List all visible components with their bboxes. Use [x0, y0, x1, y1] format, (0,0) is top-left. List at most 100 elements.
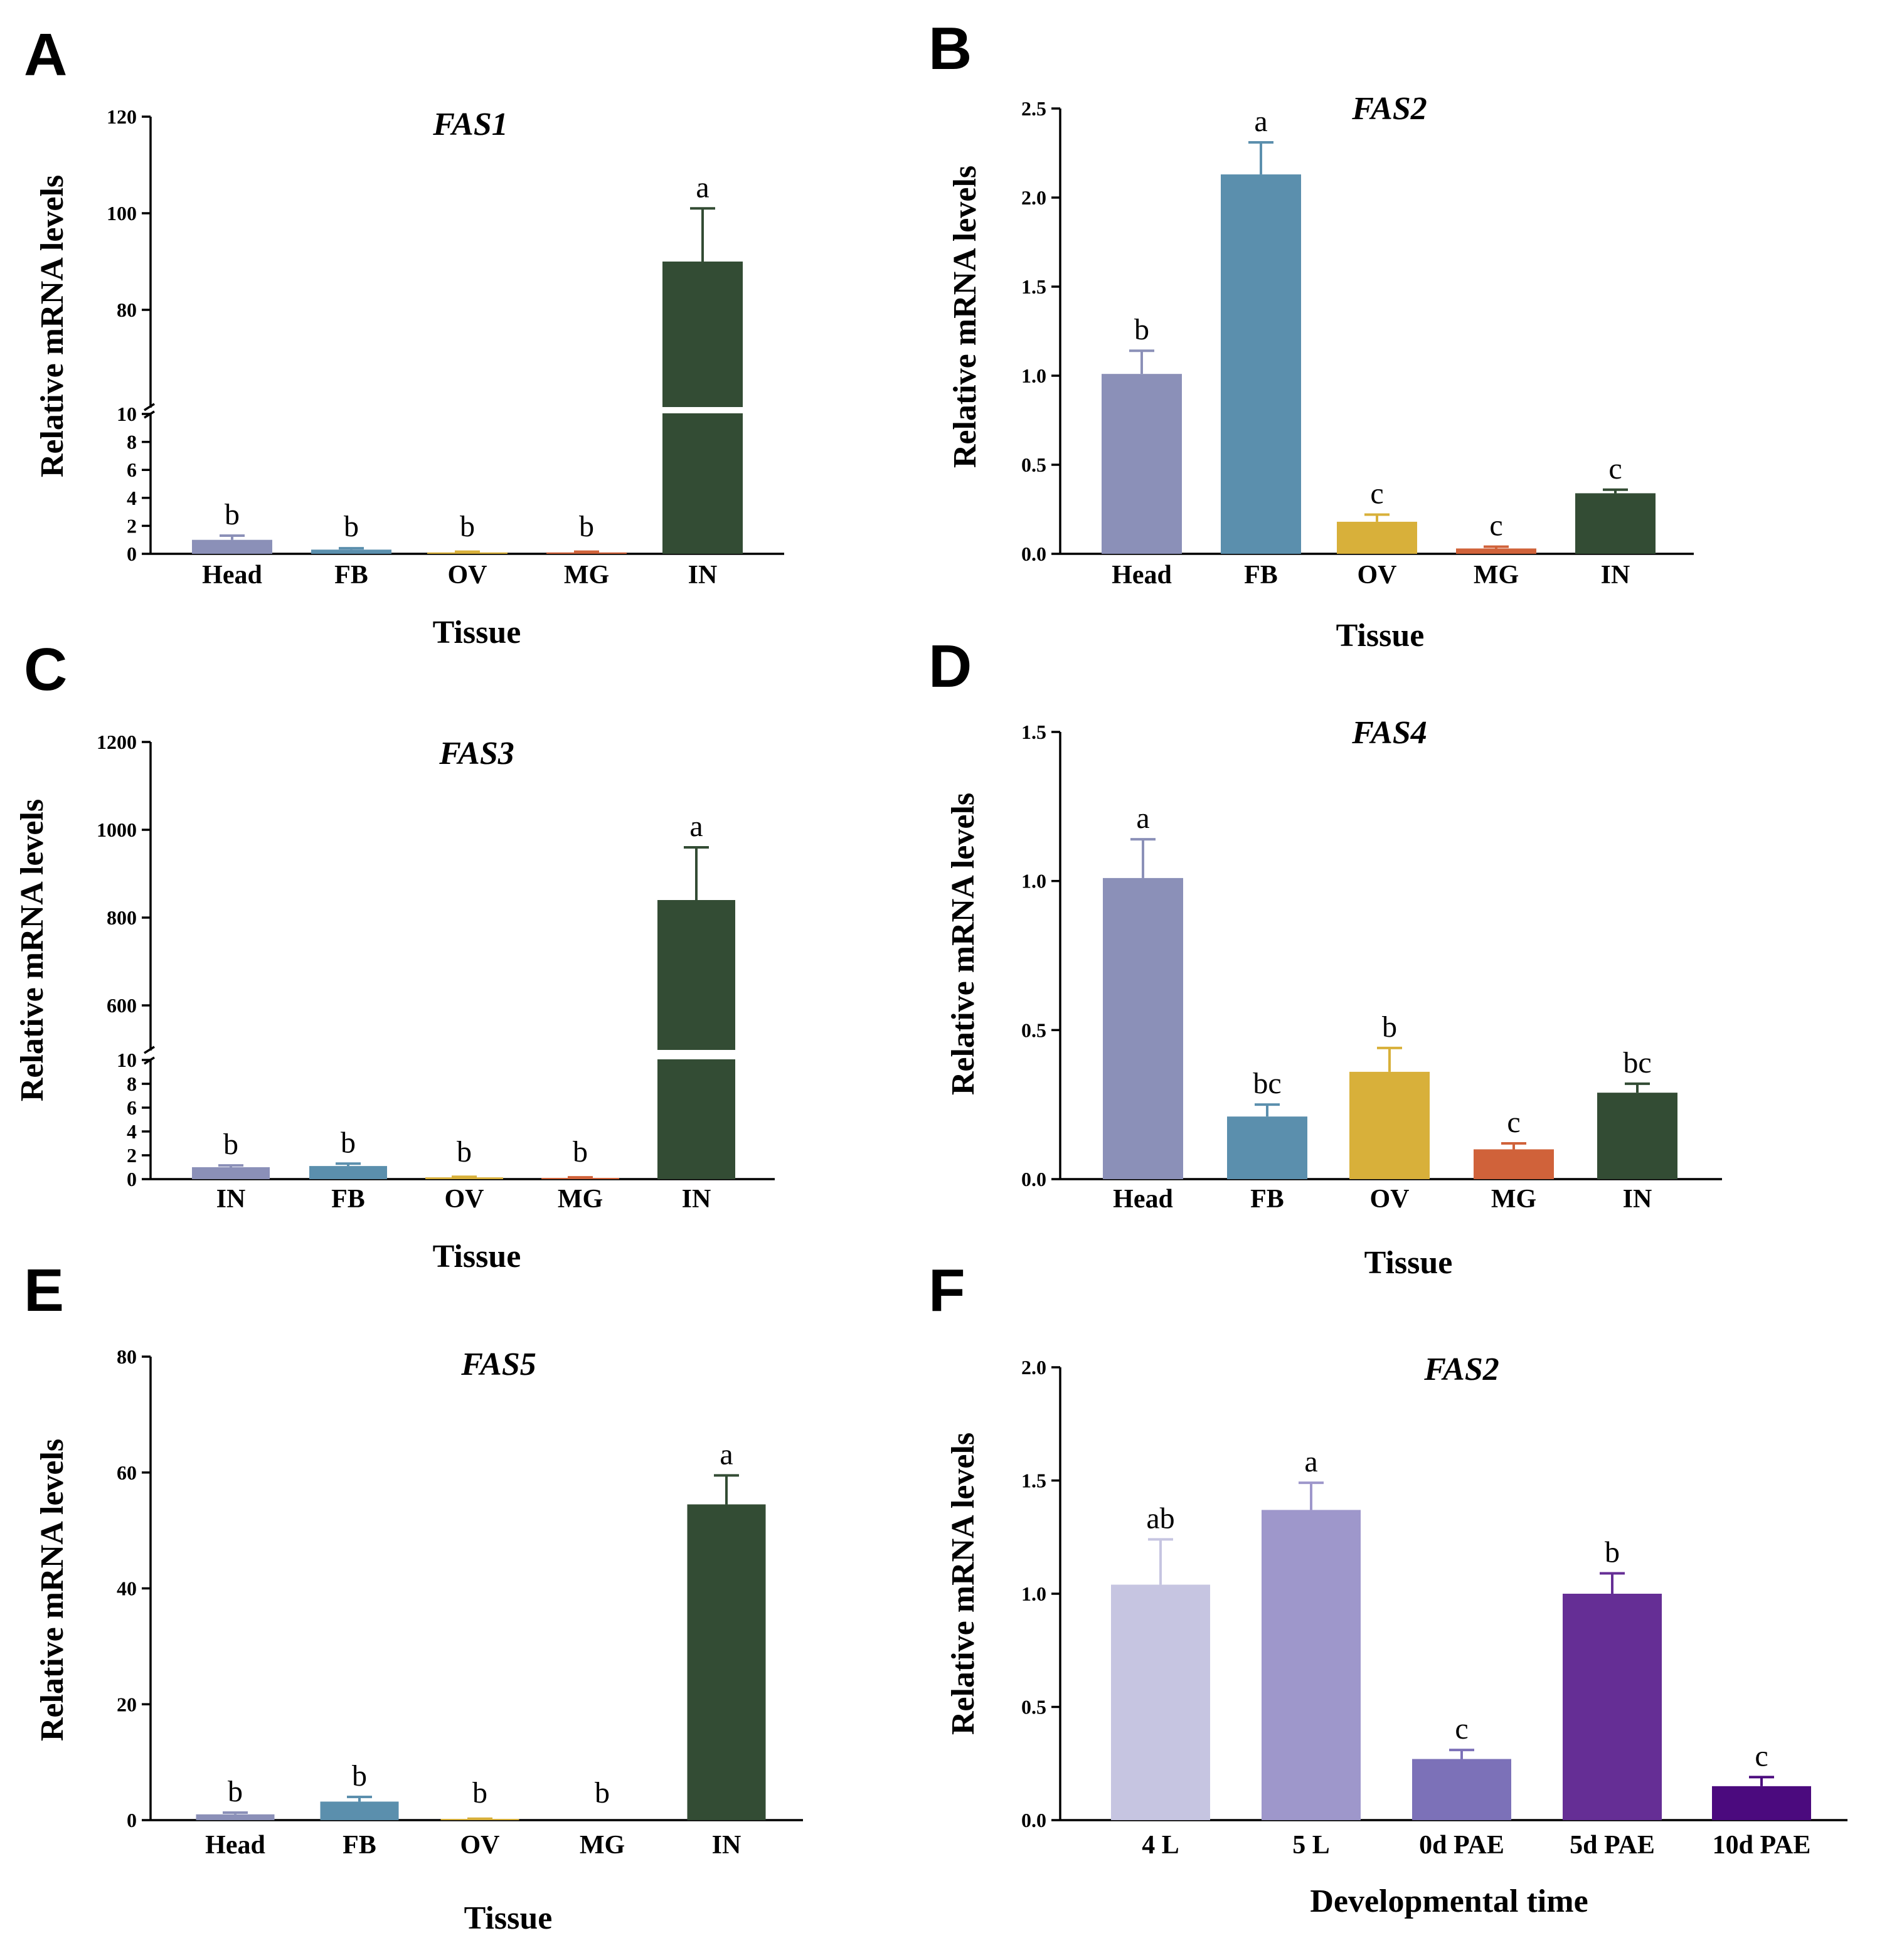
bar: [311, 549, 391, 554]
bar: [546, 552, 627, 554]
panel-letter: C: [24, 636, 67, 703]
significance-label: b: [228, 1775, 243, 1808]
bar: [1349, 1071, 1430, 1179]
panel-b: B FAS2 Relative mRNA levels Tissue 0.0 0.5 1.0…: [928, 15, 1694, 654]
significance-label: b: [225, 498, 240, 531]
significance-label: b: [352, 1759, 367, 1793]
bar: [1111, 1584, 1210, 1820]
x-tick-label: IN: [216, 1185, 246, 1214]
significance-label: a: [1254, 105, 1267, 138]
y-tick-label: 100: [107, 202, 137, 225]
significance-label: b: [573, 1135, 588, 1168]
y-axis-label: Relative mRNA levels: [35, 1439, 70, 1741]
y-tick-label: 8: [127, 431, 137, 453]
panel-a: A FAS1 Relative mRNA levels Tissue 0 2 4 6 8 10 80…: [24, 21, 784, 650]
significance-label: c: [1755, 1739, 1768, 1772]
significance-label: a: [720, 1438, 733, 1471]
significance-label: ab: [1146, 1502, 1174, 1535]
x-tick-label: 10d PAE: [1713, 1831, 1811, 1860]
y-axis-label: Relative mRNA levels: [945, 793, 981, 1095]
axis-break-mark: [144, 1046, 155, 1054]
x-axis-label: Tissue: [464, 1900, 553, 1936]
bar: [192, 539, 272, 554]
y-tick-label: 60: [117, 1461, 137, 1484]
panel-e: E FAS5 Relative mRNA levels Tissue 0 20 40 60 80…: [24, 1257, 803, 1936]
x-tick-label: MG: [580, 1831, 625, 1860]
x-tick-label: FB: [1244, 561, 1278, 590]
panel-f: F FAS2 Relative mRNA levels Developmental t…: [928, 1257, 1847, 1919]
x-tick-label: 0d PAE: [1419, 1831, 1504, 1860]
bar: [1337, 521, 1417, 554]
y-tick-label: 4: [127, 1120, 137, 1143]
y-tick-label: 0.5: [1021, 1696, 1046, 1719]
y-tick-label: 800: [107, 906, 137, 929]
significance-label: bc: [1253, 1067, 1281, 1100]
bar: [425, 1177, 503, 1179]
bar-break-gap: [655, 1050, 738, 1059]
bar: [1221, 174, 1301, 554]
y-tick-label: 1.5: [1021, 721, 1046, 743]
bar: [196, 1814, 275, 1820]
y-tick-label: 4: [127, 487, 137, 509]
x-tick-label: FB: [331, 1185, 365, 1214]
bar-break-gap: [660, 407, 745, 413]
significance-label: a: [1304, 1445, 1317, 1478]
significance-label: a: [1136, 802, 1149, 835]
y-tick-label: 0.5: [1021, 1019, 1046, 1041]
x-tick-label: OV: [460, 1831, 500, 1860]
chart-title: FAS2: [1423, 1352, 1499, 1387]
bar: [657, 900, 735, 1179]
y-tick-label: 1200: [97, 731, 137, 753]
significance-label: a: [696, 171, 709, 204]
significance-label: b: [223, 1128, 238, 1161]
bar: [1575, 493, 1656, 554]
y-tick-label: 1.0: [1021, 1582, 1046, 1605]
panel-letter: A: [24, 21, 67, 88]
chart-title: FAS3: [439, 736, 514, 771]
bar: [1412, 1759, 1511, 1820]
bar: [1474, 1149, 1554, 1179]
bar: [427, 552, 508, 554]
y-tick-label: 120: [107, 105, 137, 128]
x-tick-label: IN: [1601, 561, 1630, 590]
bar: [1597, 1093, 1677, 1179]
y-tick-label: 0.0: [1021, 543, 1046, 565]
x-tick-label: IN: [1623, 1185, 1652, 1214]
x-tick-label: FB: [1250, 1185, 1284, 1214]
y-tick-label: 40: [117, 1577, 137, 1600]
y-tick-label: 0: [127, 1168, 137, 1190]
bar: [309, 1166, 387, 1179]
x-axis-label: Tissue: [1336, 618, 1425, 654]
x-tick-label: OV: [448, 561, 487, 590]
bar: [1712, 1786, 1811, 1820]
y-tick-label: 20: [117, 1693, 137, 1715]
significance-label: b: [341, 1126, 356, 1159]
significance-label: c: [1489, 509, 1502, 543]
significance-label: b: [344, 510, 359, 543]
x-axis-label: Tissue: [433, 1239, 521, 1274]
x-tick-label: IN: [682, 1185, 711, 1214]
significance-label: b: [460, 510, 475, 543]
y-axis-label: Relative mRNA levels: [947, 166, 983, 468]
significance-label: a: [689, 810, 703, 843]
x-tick-label: Head: [205, 1831, 265, 1860]
y-tick-label: 80: [117, 1345, 137, 1368]
y-tick-label: 80: [117, 299, 137, 321]
x-tick-label: 5 L: [1292, 1831, 1330, 1860]
bar: [687, 1504, 766, 1820]
x-tick-label: Head: [202, 561, 262, 590]
y-tick-label: 0: [127, 543, 137, 565]
significance-label: b: [472, 1776, 487, 1809]
x-tick-label: MG: [1474, 561, 1519, 590]
significance-label: b: [457, 1135, 472, 1168]
x-axis-label: Developmental time: [1310, 1883, 1588, 1919]
significance-label: bc: [1623, 1046, 1651, 1079]
y-tick-label: 1.5: [1021, 1470, 1046, 1492]
x-axis-label: Tissue: [1364, 1245, 1453, 1281]
y-tick-label: 6: [127, 458, 137, 481]
x-tick-label: 5d PAE: [1570, 1831, 1655, 1860]
y-axis-label: Relative mRNA levels: [945, 1433, 981, 1735]
y-tick-label: 600: [107, 994, 137, 1017]
